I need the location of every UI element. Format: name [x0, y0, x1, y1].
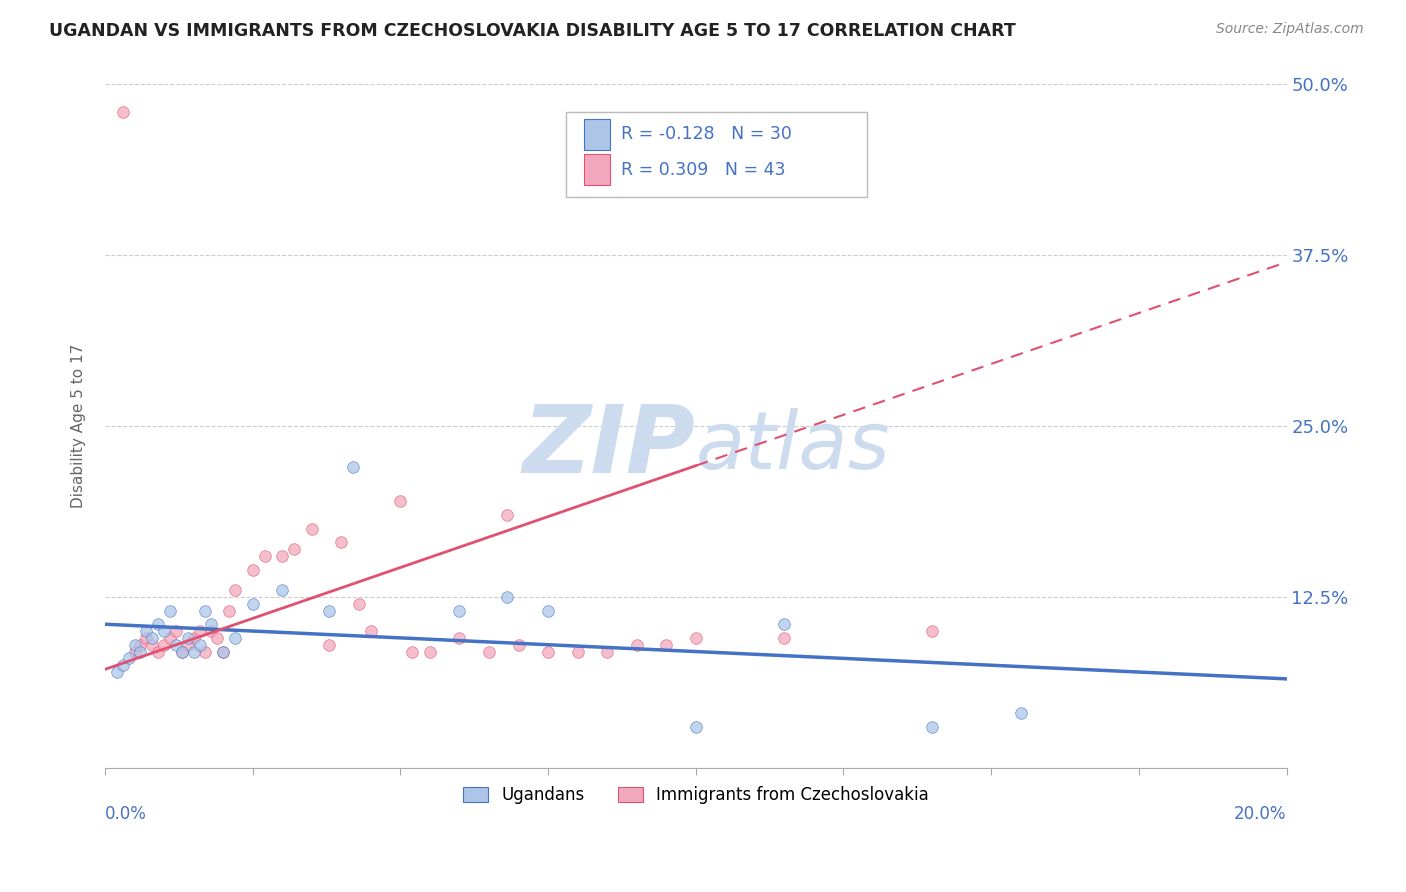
Point: [200, 624, 222, 638]
Point: [159, 603, 181, 617]
Point: [129, 638, 152, 652]
Point: [218, 603, 240, 617]
Point: [685, 631, 707, 645]
Point: [495, 590, 517, 604]
Point: [146, 617, 169, 632]
Point: [626, 638, 648, 652]
Point: [1010, 706, 1032, 720]
Point: [135, 631, 157, 645]
FancyBboxPatch shape: [565, 112, 868, 197]
Point: [773, 617, 796, 632]
Point: [318, 638, 340, 652]
Text: R = -0.128   N = 30: R = -0.128 N = 30: [621, 125, 792, 144]
Point: [165, 638, 187, 652]
Point: [124, 638, 146, 652]
Point: [146, 644, 169, 658]
Point: [117, 651, 139, 665]
Point: [188, 638, 211, 652]
Point: [200, 617, 222, 632]
Point: [567, 644, 589, 658]
Point: [449, 631, 471, 645]
Text: R = 0.309   N = 43: R = 0.309 N = 43: [621, 161, 786, 179]
Point: [508, 638, 530, 652]
Bar: [583, 119, 610, 150]
Point: [224, 631, 246, 645]
Point: [921, 720, 943, 734]
Point: [419, 644, 441, 658]
Point: [212, 644, 235, 658]
Point: [194, 603, 217, 617]
Point: [537, 603, 560, 617]
Bar: [583, 154, 610, 186]
Text: 20.0%: 20.0%: [1234, 805, 1286, 823]
Point: [495, 508, 517, 522]
Point: [207, 631, 229, 645]
Point: [141, 638, 163, 652]
Point: [596, 644, 619, 658]
Point: [212, 644, 235, 658]
Point: [685, 720, 707, 734]
Point: [773, 631, 796, 645]
Point: [347, 597, 370, 611]
Point: [921, 624, 943, 638]
Point: [449, 603, 471, 617]
Point: [194, 644, 217, 658]
Text: 0.0%: 0.0%: [105, 805, 146, 823]
Point: [177, 631, 200, 645]
Point: [183, 631, 205, 645]
Point: [478, 644, 501, 658]
Point: [153, 624, 176, 638]
Point: [655, 638, 678, 652]
Point: [170, 644, 193, 658]
Point: [271, 549, 294, 563]
Point: [342, 460, 364, 475]
Point: [253, 549, 276, 563]
Point: [242, 563, 264, 577]
Point: [111, 658, 134, 673]
Text: UGANDAN VS IMMIGRANTS FROM CZECHOSLOVAKIA DISABILITY AGE 5 TO 17 CORRELATION CHA: UGANDAN VS IMMIGRANTS FROM CZECHOSLOVAKI…: [49, 22, 1017, 40]
Point: [129, 644, 152, 658]
Point: [111, 104, 134, 119]
Point: [141, 631, 163, 645]
Point: [224, 582, 246, 597]
Point: [177, 638, 200, 652]
Legend: Ugandans, Immigrants from Czechoslovakia: Ugandans, Immigrants from Czechoslovakia: [456, 780, 935, 811]
Point: [159, 631, 181, 645]
Point: [105, 665, 128, 679]
Point: [188, 624, 211, 638]
Point: [242, 597, 264, 611]
Point: [401, 644, 423, 658]
Point: [135, 624, 157, 638]
Point: [330, 535, 353, 549]
Text: atlas: atlas: [696, 408, 890, 485]
Point: [318, 603, 340, 617]
Point: [537, 644, 560, 658]
Y-axis label: Disability Age 5 to 17: Disability Age 5 to 17: [72, 344, 86, 508]
Point: [360, 624, 382, 638]
Point: [153, 638, 176, 652]
Point: [283, 542, 305, 557]
Text: ZIP: ZIP: [523, 401, 696, 492]
Point: [389, 494, 412, 508]
Text: Source: ZipAtlas.com: Source: ZipAtlas.com: [1216, 22, 1364, 37]
Point: [165, 624, 187, 638]
Point: [301, 522, 323, 536]
Point: [170, 644, 193, 658]
Point: [271, 582, 294, 597]
Point: [124, 644, 146, 658]
Point: [183, 644, 205, 658]
